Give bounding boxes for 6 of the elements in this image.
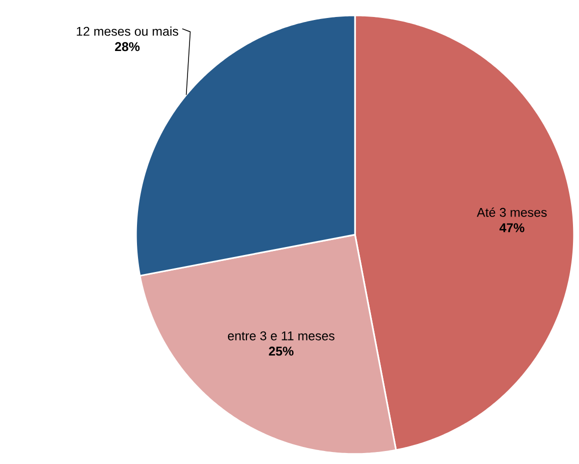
slice-label: Até 3 meses xyxy=(476,207,547,217)
data-label: 28% xyxy=(115,42,140,52)
slice-label: entre 3 e 11 meses xyxy=(228,331,334,340)
data-label: 47% xyxy=(499,223,524,232)
data-label: 25% xyxy=(268,346,294,356)
slice-label: 12 meses ou mais xyxy=(76,26,178,36)
